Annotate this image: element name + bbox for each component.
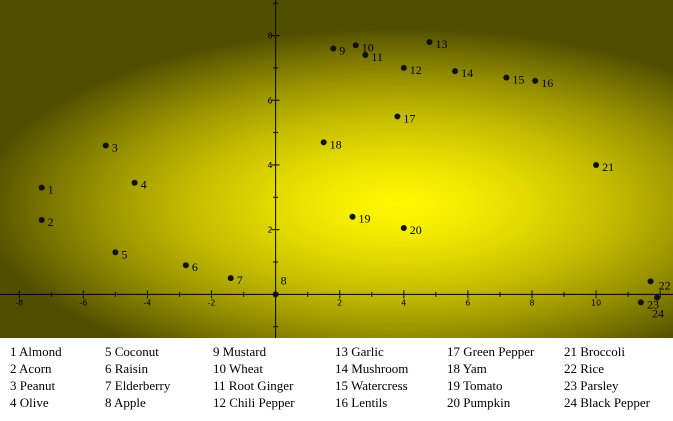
legend-item: 19 Tomato xyxy=(447,378,503,393)
data-point xyxy=(426,39,433,46)
data-point xyxy=(653,294,660,301)
data-point xyxy=(637,299,644,306)
data-point xyxy=(400,64,407,71)
data-point-label: 7 xyxy=(237,273,243,287)
data-point xyxy=(38,184,45,191)
data-point xyxy=(394,113,401,120)
legend-item: 17 Green Pepper xyxy=(447,344,535,359)
data-point xyxy=(452,68,459,75)
legend-item: 12 Chili Pepper xyxy=(213,395,295,410)
data-point-label: 12 xyxy=(410,63,422,77)
legend-column-4: 13 Garlic 14 Mushroom 15 Watercress 16 L… xyxy=(335,343,408,411)
x-tick-label: 10 xyxy=(591,298,601,307)
x-tick-label: -8 xyxy=(15,298,23,307)
data-point-label: 18 xyxy=(330,137,342,151)
data-point xyxy=(320,139,327,146)
data-point xyxy=(272,291,279,298)
data-point xyxy=(503,74,510,81)
data-point xyxy=(532,77,539,84)
data-point-label: 20 xyxy=(410,223,422,237)
data-point xyxy=(227,275,234,282)
legend-item: 18 Yam xyxy=(447,361,487,376)
data-point-label: 16 xyxy=(541,76,553,90)
legend-item: 9 Mustard xyxy=(213,344,267,359)
legend-column-1: 1 Almond 2 Acorn 3 Peanut 4 Olive xyxy=(10,343,62,411)
data-point xyxy=(330,45,337,52)
data-point-label: 19 xyxy=(359,212,371,226)
legend-item: 15 Watercress xyxy=(335,378,408,393)
data-point xyxy=(362,51,369,58)
data-point-label: 23 xyxy=(647,297,659,311)
data-point-label: 10 xyxy=(362,40,374,54)
legend-item: 10 Wheat xyxy=(213,361,263,376)
legend-column-6: 21 Broccoli 22 Rice 23 Parsley 24 Black … xyxy=(564,343,650,411)
legend-column-3: 9 Mustard 10 Wheat 11 Root Ginger 12 Chi… xyxy=(213,343,295,411)
legend-item: 5 Coconut xyxy=(105,344,159,359)
x-tick-label: 6 xyxy=(465,298,470,307)
legend-item: 21 Broccoli xyxy=(564,344,626,359)
data-point-label: 5 xyxy=(121,247,127,261)
legend-item: 24 Black Pepper xyxy=(564,395,650,410)
data-point xyxy=(112,249,119,256)
legend-item: 7 Elderberry xyxy=(105,378,171,393)
legend-item: 2 Acorn xyxy=(10,361,52,376)
data-point-label: 8 xyxy=(281,273,287,287)
data-point xyxy=(352,42,359,49)
x-tick-label: 4 xyxy=(401,298,406,307)
x-tick-label: -4 xyxy=(143,298,151,307)
data-point xyxy=(102,142,109,149)
data-point-label: 17 xyxy=(403,111,415,125)
data-point-label: 2 xyxy=(48,215,54,229)
data-point-label: 11 xyxy=(371,50,383,64)
legend: 1 Almond 2 Acorn 3 Peanut 4 Olive 5 Coco… xyxy=(0,338,673,421)
data-point-label: 4 xyxy=(141,178,147,192)
data-point xyxy=(647,278,654,285)
data-point xyxy=(593,161,600,168)
legend-column-5: 17 Green Pepper 18 Yam 19 Tomato 20 Pump… xyxy=(447,343,534,411)
data-point xyxy=(349,213,356,220)
legend-item: 23 Parsley xyxy=(564,378,619,393)
x-tick-label: 8 xyxy=(529,298,534,307)
data-point-label: 1 xyxy=(48,183,54,197)
data-point-label: 14 xyxy=(461,66,473,80)
y-tick-label: 2 xyxy=(268,226,273,235)
data-point xyxy=(182,262,189,269)
data-point-label: 21 xyxy=(602,160,614,174)
x-tick-label: -6 xyxy=(79,298,87,307)
data-point-label: 3 xyxy=(112,141,118,155)
x-tick-label: 2 xyxy=(337,298,342,307)
legend-item: 4 Olive xyxy=(10,395,49,410)
data-point xyxy=(38,216,45,223)
legend-item: 14 Mushroom xyxy=(335,361,409,376)
data-point-label: 15 xyxy=(512,73,524,87)
legend-item: 3 Peanut xyxy=(10,378,56,393)
legend-item: 8 Apple xyxy=(105,395,146,410)
data-point-label: 6 xyxy=(192,260,198,274)
legend-item: 16 Lentils xyxy=(335,395,388,410)
scatter-plot-area: -8 -6 -4 -2 2 4 6 8 10 2 4 6 8 1 2 3 4 5 6 7 8 9 10 11 12 13 14 15… xyxy=(0,0,673,338)
y-tick-label: 8 xyxy=(268,32,273,41)
x-tick-label: -2 xyxy=(208,298,216,307)
legend-item: 13 Garlic xyxy=(335,344,384,359)
data-point-label: 13 xyxy=(435,37,447,51)
data-point-label: 24 xyxy=(652,307,664,321)
y-tick-label: 6 xyxy=(268,96,273,105)
legend-item: 11 Root Ginger xyxy=(213,378,294,393)
legend-column-2: 5 Coconut 6 Raisin 7 Elderberry 8 Apple xyxy=(105,343,170,411)
legend-item: 22 Rice xyxy=(564,361,605,376)
legend-item: 6 Raisin xyxy=(105,361,148,376)
data-point xyxy=(400,225,407,232)
legend-item: 1 Almond xyxy=(10,344,62,359)
data-point-label: 22 xyxy=(659,278,671,292)
data-point xyxy=(131,179,138,186)
plot-background xyxy=(0,0,673,338)
y-tick-label: 4 xyxy=(268,161,273,170)
legend-item: 20 Pumpkin xyxy=(447,395,511,410)
data-point-label: 9 xyxy=(339,44,345,58)
